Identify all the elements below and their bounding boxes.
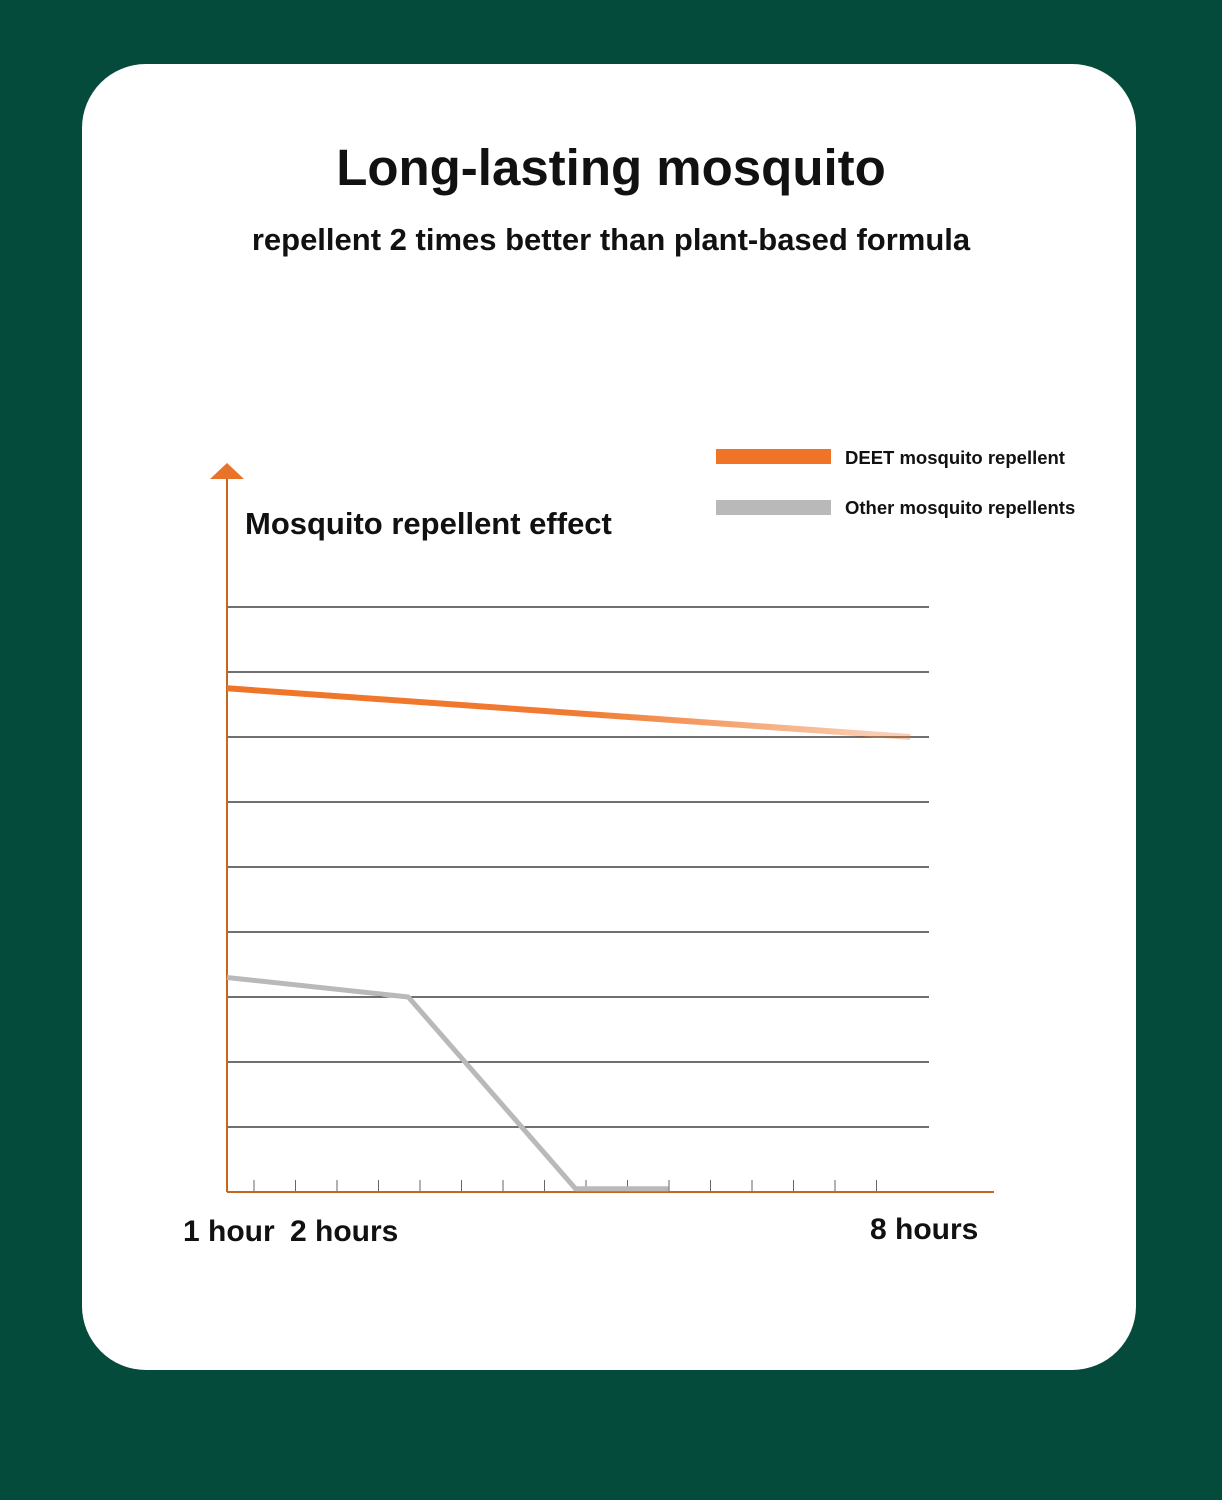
x-minor-ticks <box>253 1180 877 1192</box>
x-tick-label-2-hours: 2 hours <box>290 1215 398 1248</box>
x-tick-label-1-hour: 1 hour <box>183 1215 275 1248</box>
series-line-other <box>226 975 669 1192</box>
legend-label-other: Other mosquito repellents <box>845 497 1075 518</box>
legend-label-deet: DEET mosquito repellent <box>845 447 1065 468</box>
y-axis-arrow <box>210 463 244 479</box>
page-subtitle: repellent 2 times better than plant-base… <box>251 222 971 257</box>
legend: DEET mosquito repellent Other mosquito r… <box>716 447 1075 518</box>
x-tick-label-8-hours: 8 hours <box>870 1213 978 1246</box>
series-line-deet <box>226 685 911 740</box>
series-lines <box>226 685 911 1192</box>
gridlines <box>227 606 929 1128</box>
legend-swatch-deet <box>716 449 831 464</box>
legend-swatch-other <box>716 500 831 515</box>
page-title: Long-lasting mosquito <box>336 139 886 196</box>
y-axis-label: Mosquito repellent effect <box>245 506 612 541</box>
